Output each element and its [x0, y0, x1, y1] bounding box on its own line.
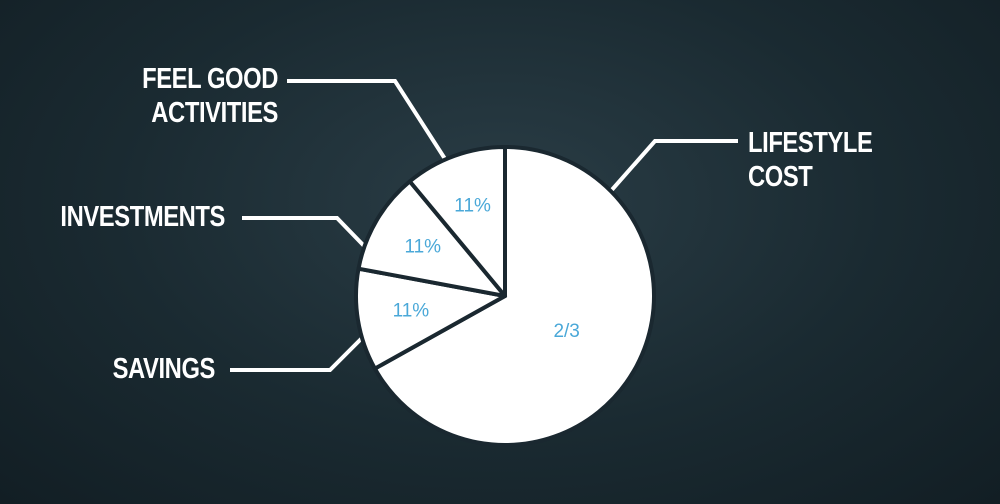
- leader-line: [608, 139, 738, 194]
- leader-line: [242, 216, 370, 252]
- value-label: 11%: [404, 237, 441, 258]
- pie-slice: [372, 145, 656, 447]
- pie-slice: [407, 145, 507, 298]
- leader-lines: [230, 79, 738, 372]
- pie-slice: [356, 179, 507, 298]
- value-label: 11%: [393, 300, 430, 321]
- category-label: FEEL GOOD ACTIVITIES: [142, 63, 278, 129]
- value-label: 2/3: [553, 321, 579, 342]
- category-label: LIFESTYLE COST: [748, 127, 873, 193]
- leader-line: [287, 79, 449, 164]
- category-label: INVESTMENTS: [60, 201, 225, 233]
- category-label: SAVINGS: [112, 353, 216, 385]
- leader-line: [230, 332, 368, 372]
- value-label: 11%: [454, 195, 491, 216]
- pie-slice: [354, 266, 507, 371]
